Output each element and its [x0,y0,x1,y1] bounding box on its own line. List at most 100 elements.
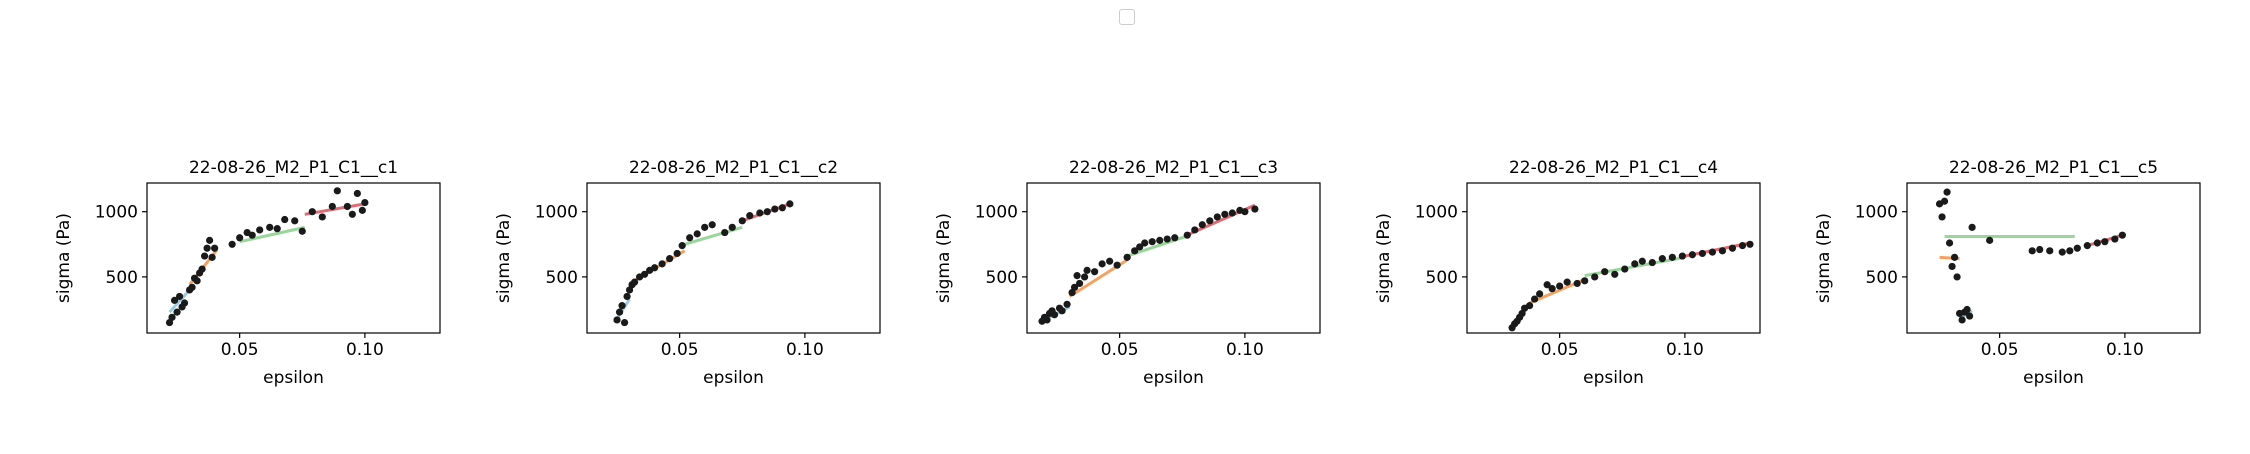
plot-frame [586,182,881,334]
data-point [1958,316,1966,324]
data-point [2066,247,2074,255]
data-point [1668,253,1676,261]
data-point [1098,260,1106,268]
data-point [2028,247,2036,255]
data-point [1070,283,1079,291]
chart-title: 22-08-26_M2_P1_C1__c4 [1509,158,1718,178]
chart-title: 22-08-26_M2_P1_C1__c1 [189,158,398,178]
data-point [1966,312,1974,320]
data-point [1950,253,1959,261]
y-tick-label: 1000 [535,203,578,223]
y-axis-label: sigma (Pa) [934,213,954,303]
chart-panel-3: 22-08-26_M2_P1_C1__c3 0.05 0.10 500 1000 epsi… [934,158,1321,388]
data-point [1963,305,1971,314]
data-point [1073,272,1081,280]
data-point [1213,213,1221,221]
data-point [2036,245,2044,254]
chart-title: 22-08-26_M2_P1_C1__c3 [1069,158,1278,178]
data-point [170,296,179,304]
y-tick-label: 500 [546,268,578,288]
data-point [1738,242,1747,250]
data-point [348,210,356,218]
data-point [771,205,779,213]
data-point [721,228,729,237]
data-point [1556,282,1564,290]
data-point [678,242,686,250]
data-point [1083,266,1091,274]
data-point [693,230,701,238]
data-point [1531,295,1539,303]
data-point [1543,281,1551,289]
data-point [1050,311,1059,319]
data-point [1591,273,1599,281]
data-point [180,299,189,307]
data-point [1080,273,1089,281]
data-point [778,204,786,212]
y-tick-label: 1000 [95,203,138,223]
chart-title: 22-08-26_M2_P1_C1__c5 [1949,158,2158,178]
data-point [248,231,256,239]
data-point [2073,244,2081,252]
y-tick-label: 1000 [1855,203,1898,223]
data-point [615,308,624,316]
x-axis-label: epsilon [1143,368,1204,388]
data-point [228,240,236,248]
data-point [208,253,216,261]
data-point [686,234,694,242]
y-axis-label: sigma (Pa) [494,213,514,303]
data-point [1043,316,1051,324]
x-axis-label: epsilon [1583,368,1644,388]
data-point [1940,197,1949,205]
data-point [746,212,754,220]
x-tick-label: 0.05 [1101,340,1139,360]
fit-line-1 [168,288,191,314]
data-point [728,223,736,231]
plot-frame [1906,182,2201,334]
data-point [1191,226,1199,234]
data-point [1986,236,1994,244]
data-point [701,223,709,231]
data-point [1063,300,1071,308]
data-point [640,270,649,278]
data-point [666,255,674,263]
data-point [1171,234,1179,242]
x-tick-label: 0.10 [1666,340,1704,360]
y-tick-label: 1000 [1415,203,1458,223]
data-point [173,308,181,316]
data-point [211,244,219,252]
data-point [308,208,316,216]
data-point [763,208,771,216]
data-point [203,244,211,252]
x-tick-label: 0.05 [661,340,699,360]
data-point [2093,239,2101,247]
data-point [1728,244,1737,252]
data-point [266,223,274,231]
data-point [1678,252,1686,260]
data-point [2058,248,2066,256]
data-point [2046,247,2054,255]
data-point [333,187,341,195]
data-point [281,215,289,224]
data-point [1091,268,1099,276]
chart-title: 22-08-26_M2_P1_C1__c2 [629,158,838,178]
x-axis-label: epsilon [703,368,764,388]
data-point [1943,188,1951,196]
data-point [1563,278,1571,286]
data-point [188,283,196,291]
data-point [1746,240,1754,248]
data-point [623,292,631,301]
data-point [193,277,201,285]
x-tick-label: 0.10 [1226,340,1264,360]
data-point [1945,239,1954,247]
data-point [1123,253,1131,261]
x-axis-label: epsilon [263,368,324,388]
data-point [673,249,681,258]
data-point [1948,262,1956,271]
data-point [1198,221,1206,229]
data-point [358,206,366,214]
data-point [1621,265,1629,273]
data-point [353,189,361,198]
plot-frame [146,182,441,334]
